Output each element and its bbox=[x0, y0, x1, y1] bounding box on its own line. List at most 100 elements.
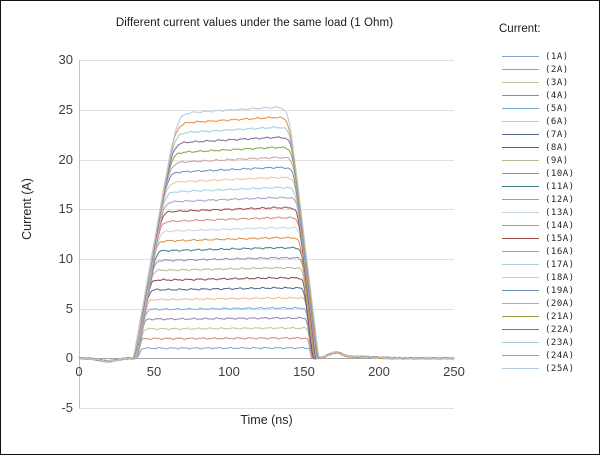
y-tick-label-25: 25 bbox=[58, 101, 73, 117]
y-tick-label-15: 15 bbox=[58, 201, 73, 217]
legend-item-label: (25A) bbox=[545, 363, 575, 374]
x-tick-label-0: 0 bbox=[75, 364, 83, 379]
legend-item-6A: (6A) bbox=[502, 115, 575, 128]
legend-swatch-line bbox=[502, 198, 539, 201]
legend-item-19A: (19A) bbox=[502, 284, 575, 297]
y-tick-label-10: 10 bbox=[58, 250, 73, 266]
legend-item-20A: (20A) bbox=[502, 297, 575, 310]
legend-item-label: (3A) bbox=[545, 77, 569, 88]
legend-swatch-line bbox=[502, 276, 539, 279]
x-tick-label-50: 50 bbox=[146, 364, 162, 379]
series-line-18A bbox=[78, 176, 455, 363]
legend-swatch-line bbox=[502, 107, 539, 110]
legend-item-11A: (11A) bbox=[502, 180, 575, 193]
legend-item-10A: (10A) bbox=[502, 167, 575, 180]
legend-swatch-line bbox=[502, 289, 539, 292]
legend-item-23A: (23A) bbox=[502, 336, 575, 349]
legend-item-15A: (15A) bbox=[502, 232, 575, 245]
legend-swatch-line bbox=[502, 263, 539, 266]
y-tick-label--5: -5 bbox=[61, 399, 73, 415]
y-axis-title: Current (A) bbox=[20, 178, 34, 240]
x-tick-label-250: 250 bbox=[443, 364, 465, 379]
legend-item-21A: (21A) bbox=[502, 310, 575, 323]
legend-swatch-line bbox=[502, 315, 539, 318]
legend-title: Current: bbox=[499, 23, 541, 35]
legend-swatch-line bbox=[502, 185, 539, 188]
series-line-17A bbox=[79, 186, 455, 363]
x-tick-label-100: 100 bbox=[218, 364, 240, 379]
legend-item-label: (1A) bbox=[545, 51, 569, 62]
x-tick-label-200: 200 bbox=[368, 364, 390, 379]
legend-swatch-line bbox=[502, 224, 539, 227]
legend-item-8A: (8A) bbox=[502, 141, 575, 154]
series-line-11A bbox=[79, 246, 455, 363]
legend-swatch-line bbox=[502, 302, 539, 305]
legend-swatch-line bbox=[502, 328, 539, 331]
legend-item-2A: (2A) bbox=[502, 63, 575, 76]
legend-item-label: (19A) bbox=[545, 285, 575, 296]
legend-swatch-line bbox=[502, 120, 539, 123]
legend-item-label: (8A) bbox=[545, 142, 569, 153]
legend-item-label: (15A) bbox=[545, 233, 575, 244]
legend-item-label: (7A) bbox=[545, 129, 569, 140]
legend-swatch-line bbox=[502, 211, 539, 214]
series-line-23A bbox=[78, 126, 455, 363]
legend-item-label: (24A) bbox=[545, 350, 575, 361]
legend-item-label: (4A) bbox=[545, 90, 569, 101]
legend-item-label: (18A) bbox=[545, 272, 575, 283]
legend-item-24A: (24A) bbox=[502, 349, 575, 362]
legend-swatch-line bbox=[502, 68, 539, 71]
legend-swatch-line bbox=[502, 172, 539, 175]
legend-item-label: (11A) bbox=[545, 181, 575, 192]
x-tick-label-150: 150 bbox=[293, 364, 315, 379]
legend-swatch-line bbox=[502, 354, 539, 357]
y-tick-label-0: 0 bbox=[65, 350, 73, 366]
legend-item-label: (9A) bbox=[545, 155, 569, 166]
legend-item-16A: (16A) bbox=[502, 245, 575, 258]
legend-item-label: (14A) bbox=[545, 220, 575, 231]
legend-swatch-line bbox=[502, 55, 539, 58]
y-tick-label-5: 5 bbox=[65, 300, 73, 316]
legend-item-9A: (9A) bbox=[502, 154, 575, 167]
legend-item-17A: (17A) bbox=[502, 258, 575, 271]
series-line-25A bbox=[78, 106, 455, 363]
legend-item-3A: (3A) bbox=[502, 76, 575, 89]
legend-item-12A: (12A) bbox=[502, 193, 575, 206]
series-line-14A bbox=[78, 216, 455, 363]
x-axis-title: Time (ns) bbox=[240, 413, 293, 427]
series-line-12A bbox=[78, 236, 455, 363]
legend-item-label: (23A) bbox=[545, 337, 575, 348]
legend-item-label: (22A) bbox=[545, 324, 575, 335]
legend-swatch-line bbox=[502, 133, 539, 136]
legend-item-22A: (22A) bbox=[502, 323, 575, 336]
legend-swatch-line bbox=[502, 341, 539, 344]
legend-swatch-line bbox=[502, 237, 539, 240]
series-line-19A bbox=[78, 166, 455, 363]
legend-item-1A: (1A) bbox=[502, 50, 575, 63]
legend: (1A) (2A) (3A) (4A) (5A) (6A) (7A) (8A) (9A) (10A… bbox=[502, 50, 575, 375]
legend-item-label: (13A) bbox=[545, 207, 575, 218]
legend-item-13A: (13A) bbox=[502, 206, 575, 219]
series-line-24A bbox=[78, 116, 455, 363]
legend-item-5A: (5A) bbox=[502, 102, 575, 115]
legend-item-7A: (7A) bbox=[502, 128, 575, 141]
y-tick-label-20: 20 bbox=[58, 151, 73, 167]
legend-item-label: (12A) bbox=[545, 194, 575, 205]
legend-swatch-line bbox=[502, 159, 539, 162]
y-tick-label-30: 30 bbox=[58, 52, 73, 68]
legend-swatch-line bbox=[502, 367, 539, 370]
legend-item-label: (10A) bbox=[545, 168, 575, 179]
legend-item-25A: (25A) bbox=[502, 362, 575, 375]
legend-item-label: (17A) bbox=[545, 259, 575, 270]
series-line-16A bbox=[78, 196, 455, 363]
legend-item-label: (5A) bbox=[545, 103, 569, 114]
legend-item-18A: (18A) bbox=[502, 271, 575, 284]
legend-swatch-line bbox=[502, 81, 539, 84]
chart-title: Different current values under the same … bbox=[115, 17, 394, 29]
legend-item-14A: (14A) bbox=[502, 219, 575, 232]
legend-item-label: (6A) bbox=[545, 116, 569, 127]
legend-item-4A: (4A) bbox=[502, 89, 575, 102]
legend-swatch-line bbox=[502, 146, 539, 149]
